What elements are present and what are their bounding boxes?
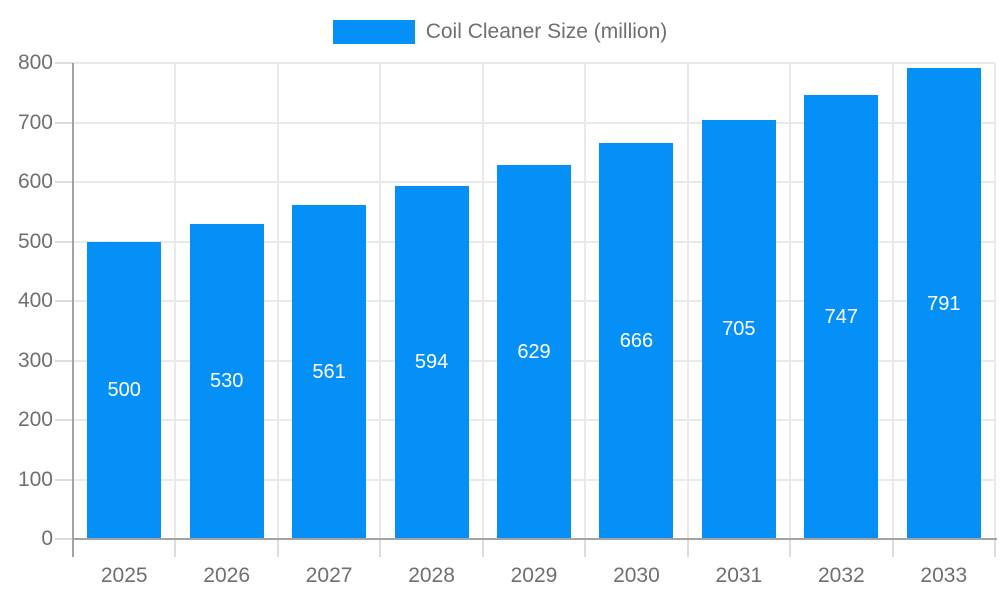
y-axis-tick <box>55 419 73 421</box>
y-axis-tick <box>55 240 73 243</box>
x-axis-tick <box>891 539 894 557</box>
bar[interactable] <box>497 164 571 539</box>
y-axis-tick <box>55 181 73 183</box>
x-axis-label: 2025 <box>100 564 148 587</box>
gridline-vertical <box>789 63 792 539</box>
bar[interactable] <box>87 241 162 539</box>
x-axis-tick <box>994 539 996 557</box>
y-axis-tick <box>55 121 73 124</box>
y-axis-label: 700 <box>17 110 53 134</box>
bar[interactable] <box>701 119 776 539</box>
bar[interactable] <box>394 185 469 539</box>
y-axis-label: 600 <box>17 170 53 193</box>
bar[interactable] <box>189 223 264 539</box>
x-axis-tick <box>789 539 792 557</box>
legend-item[interactable]: Coil Cleaner Size (million) <box>0 17 1000 47</box>
y-axis-tick <box>55 359 73 362</box>
y-axis-label: 800 <box>17 51 53 74</box>
x-axis-label: 2033 <box>920 564 968 587</box>
gridline-horizontal <box>73 121 995 124</box>
gridline-vertical <box>994 63 996 539</box>
bar[interactable] <box>906 68 981 539</box>
y-axis-label: 500 <box>17 229 53 253</box>
x-axis-line <box>73 538 997 540</box>
bar[interactable] <box>804 94 879 539</box>
y-axis-label: 400 <box>17 289 53 312</box>
gridline-vertical <box>584 63 587 539</box>
x-axis-tick <box>686 539 689 557</box>
bar[interactable] <box>599 142 674 539</box>
gridline-vertical <box>686 63 689 539</box>
gridline-horizontal <box>73 62 995 64</box>
x-axis-label: 2028 <box>408 564 455 587</box>
y-axis-tick <box>55 538 73 540</box>
x-axis-tick <box>174 539 177 557</box>
y-axis-label: 200 <box>17 408 53 431</box>
y-axis-tick <box>55 62 73 64</box>
gridline-vertical <box>276 63 279 539</box>
y-axis-label: 300 <box>17 348 53 372</box>
x-axis-label: 2029 <box>510 564 558 587</box>
x-axis-label: 2032 <box>817 564 865 587</box>
x-axis-tick <box>481 539 484 557</box>
x-axis-label: 2026 <box>203 564 251 587</box>
x-axis-label: 2030 <box>613 564 660 587</box>
y-axis-label: 0 <box>41 527 53 550</box>
x-axis-tick <box>276 539 279 557</box>
gridline-vertical <box>891 63 894 539</box>
y-axis-tick <box>55 300 73 302</box>
x-axis-tick <box>584 539 587 557</box>
x-axis-tick <box>379 539 382 557</box>
bar[interactable] <box>292 205 367 539</box>
gridline-vertical <box>481 63 484 539</box>
x-axis-label: 2031 <box>715 564 763 587</box>
legend-label: Coil Cleaner Size (million) <box>425 20 668 43</box>
gridline-vertical <box>379 63 382 539</box>
legend-swatch-icon <box>332 20 415 44</box>
x-axis-label: 2027 <box>305 564 353 587</box>
y-axis-tick <box>55 478 73 481</box>
gridline-vertical <box>174 63 177 539</box>
y-axis-line <box>72 63 74 557</box>
y-axis-label: 100 <box>17 467 53 491</box>
